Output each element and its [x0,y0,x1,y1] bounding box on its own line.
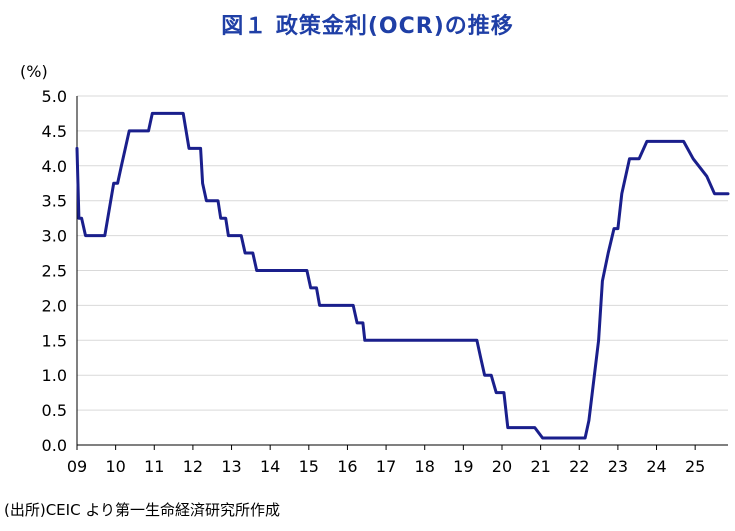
series-group [75,111,730,440]
x-tick-label: 11 [144,457,164,476]
x-tick-label: 13 [221,457,241,476]
x-tick-label: 25 [685,457,705,476]
y-tick-label: 2.5 [42,262,67,281]
y-tick-label: 0.0 [42,436,67,455]
x-tick-label: 09 [67,457,87,476]
y-tick-label: 5.0 [42,87,67,106]
chart-title: 図１ 政策金利(OCR)の推移 [221,14,514,39]
x-tick-label: 18 [415,457,435,476]
x-tick-label: 14 [260,457,280,476]
y-tick-label: 3.5 [42,192,67,211]
x-tick-label: 17 [376,457,396,476]
y-tick-label: 0.5 [42,401,67,420]
x-tick-label: 12 [183,457,203,476]
y-tick-label: 2.0 [42,296,67,315]
x-tick-label: 19 [453,457,473,476]
axes [76,96,728,450]
y-tick-label: 4.5 [42,122,67,141]
y-tick-label: 1.5 [42,331,67,350]
x-tick-label: 15 [299,457,319,476]
x-tick-label: 20 [492,457,512,476]
series-line-ocr [75,111,730,440]
source-note: (出所)CEIC より第一生命経済研究所作成 [4,501,281,519]
x-tick-label: 16 [337,457,357,476]
y-tick-label: 3.0 [42,227,67,246]
grid-lines [77,95,728,411]
x-tick-labels: 09 10 11 12 13 14 15 16 17 18 19 20 21 22 23 24 25 [67,457,706,476]
y-tick-label: 1.0 [42,366,67,385]
y-tick-label: 4.0 [42,157,67,176]
x-tick-label: 23 [608,457,628,476]
x-tick-label: 10 [105,457,125,476]
y-tick-labels: 0.0 0.5 1.0 1.5 2.0 2.5 3.0 3.5 4.0 4.5 5.0 [42,87,67,455]
y-axis-unit-label: (%) [20,62,48,81]
x-tick-label: 24 [646,457,666,476]
x-tick-label: 21 [530,457,550,476]
x-tick-label: 22 [569,457,589,476]
